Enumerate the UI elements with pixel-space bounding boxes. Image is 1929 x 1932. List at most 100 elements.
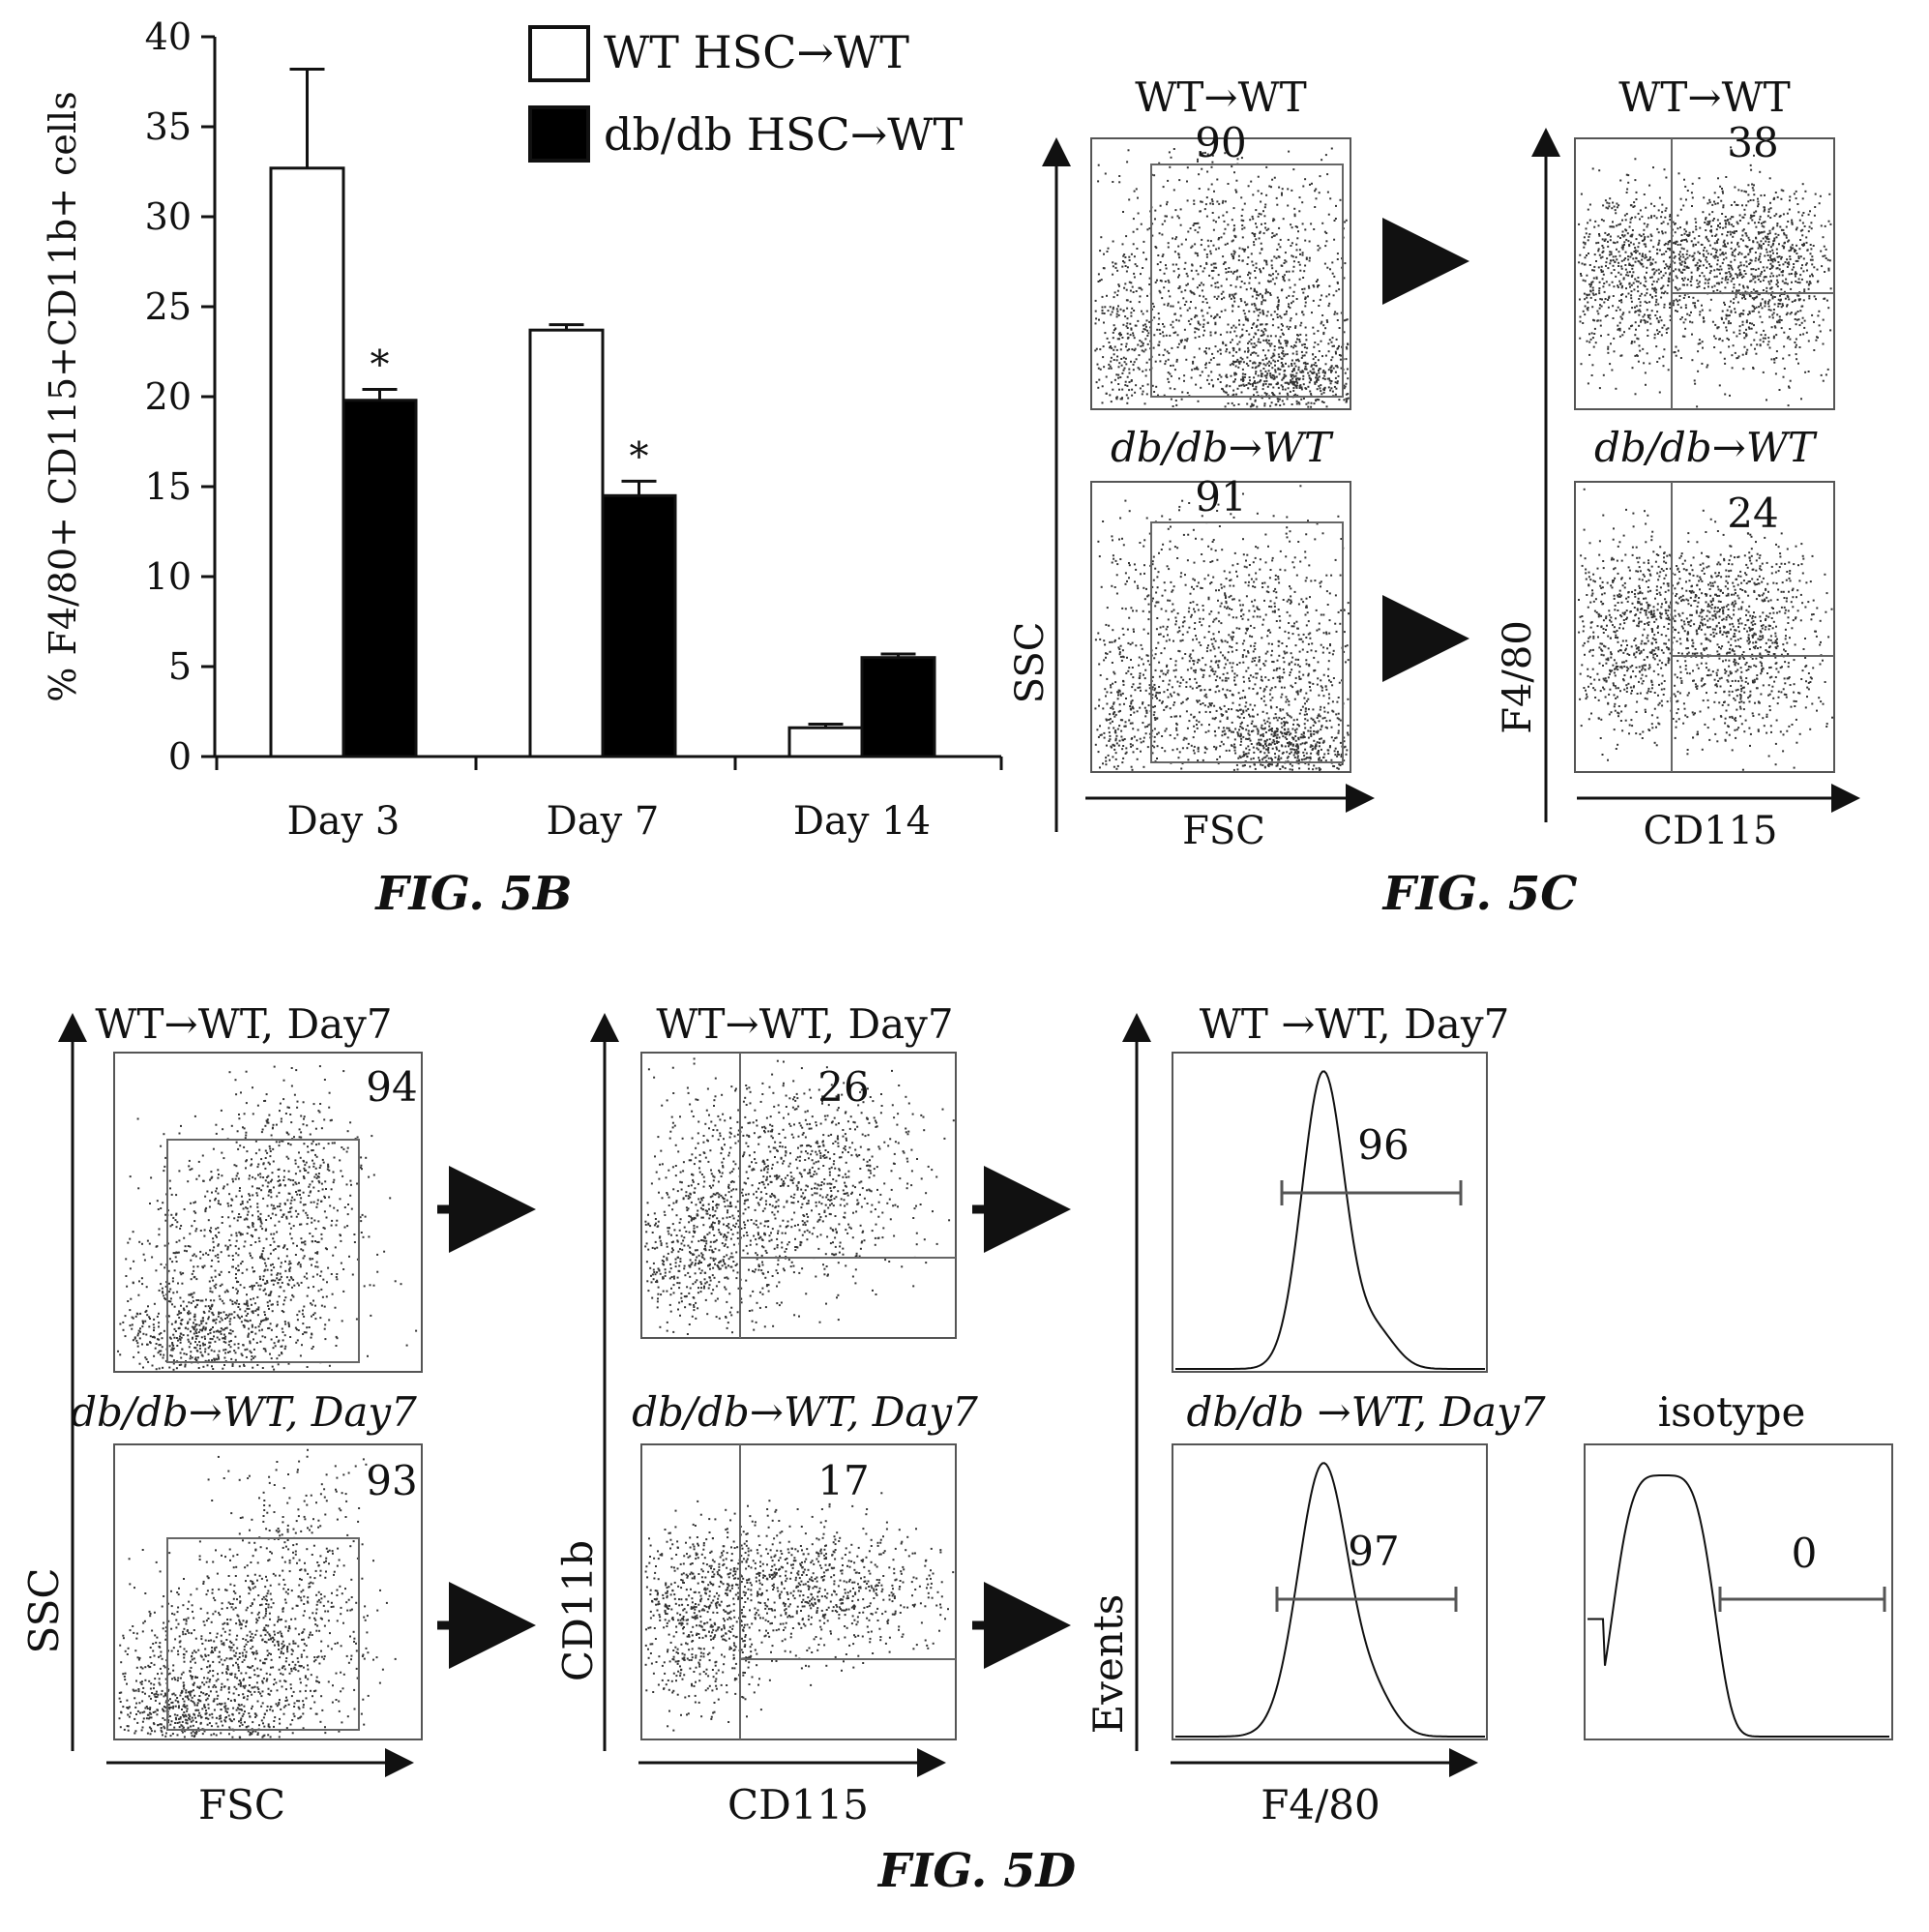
dot — [1314, 381, 1317, 384]
dot — [1665, 328, 1668, 331]
dot — [1276, 764, 1279, 767]
dot — [1639, 209, 1642, 212]
dot — [1630, 290, 1633, 293]
dot — [1686, 312, 1689, 315]
dot — [1333, 238, 1336, 241]
dot — [1158, 675, 1161, 678]
dot — [1110, 367, 1113, 370]
dot — [1616, 202, 1618, 205]
dot — [1125, 698, 1127, 699]
dot — [1308, 376, 1311, 379]
dot — [1798, 346, 1801, 348]
dot — [1345, 345, 1348, 348]
dot — [1789, 258, 1792, 260]
dot — [1105, 656, 1107, 659]
dot — [1312, 768, 1315, 771]
dot — [1225, 694, 1227, 697]
dot — [1143, 677, 1146, 680]
dot — [1294, 344, 1297, 347]
dot — [1278, 640, 1281, 643]
dot — [1795, 253, 1798, 254]
dot — [1631, 307, 1634, 310]
dot — [1102, 707, 1105, 710]
dot — [1655, 345, 1658, 348]
dot — [1178, 274, 1180, 277]
dot — [1124, 380, 1127, 383]
dot — [1336, 751, 1339, 753]
dot — [1593, 319, 1596, 322]
dot — [1113, 557, 1115, 560]
dot — [1269, 569, 1272, 571]
dot — [1269, 763, 1272, 766]
dot — [1251, 636, 1254, 639]
dot — [1597, 241, 1600, 244]
dot — [1210, 660, 1213, 663]
dot — [1139, 672, 1142, 675]
dot — [1243, 755, 1246, 758]
dot — [1314, 362, 1317, 364]
dot — [1613, 350, 1616, 353]
dot — [1317, 753, 1320, 756]
dot — [1291, 633, 1294, 636]
dot — [1818, 202, 1821, 205]
dot — [1320, 613, 1322, 616]
dot — [1113, 701, 1115, 704]
dot — [1817, 314, 1820, 317]
dot — [1327, 213, 1330, 216]
dot — [1148, 693, 1151, 696]
dot — [1254, 277, 1257, 280]
dot — [1232, 253, 1235, 255]
dot — [1173, 701, 1176, 704]
dot — [1249, 674, 1252, 677]
dot — [1292, 738, 1295, 741]
dot — [1737, 253, 1740, 255]
dot — [1601, 255, 1604, 258]
dot — [1295, 380, 1298, 383]
dot — [1201, 724, 1203, 727]
dot — [1303, 758, 1306, 760]
dot — [1677, 303, 1679, 306]
dot — [1239, 735, 1242, 738]
dot — [1272, 318, 1275, 321]
dot — [1622, 312, 1625, 314]
dot — [1125, 671, 1128, 674]
dot — [1223, 704, 1226, 707]
dot — [1186, 559, 1189, 562]
dot — [1304, 758, 1307, 760]
dot — [1111, 662, 1113, 664]
dot — [1208, 347, 1211, 350]
dot — [1290, 684, 1292, 687]
dot — [1220, 583, 1223, 586]
dot — [1156, 745, 1159, 748]
dot — [1199, 617, 1202, 620]
dot — [1237, 734, 1240, 737]
dot — [1186, 392, 1189, 395]
dot — [1676, 277, 1678, 280]
dot — [1610, 225, 1613, 228]
dot — [1194, 622, 1197, 624]
dot — [1131, 388, 1134, 391]
dot — [1289, 286, 1291, 289]
dot — [1766, 302, 1769, 305]
dot — [1795, 272, 1798, 275]
dot — [1828, 193, 1831, 195]
dot — [1254, 767, 1257, 770]
dot — [1192, 291, 1195, 294]
dot — [1228, 608, 1231, 610]
dot — [1204, 747, 1207, 750]
dot — [1297, 334, 1299, 337]
dot — [1652, 280, 1655, 282]
dot — [1255, 223, 1257, 225]
dot — [1307, 405, 1310, 408]
dot — [1260, 374, 1262, 377]
dot — [1287, 730, 1290, 733]
dot — [1325, 720, 1328, 723]
dot — [1685, 221, 1688, 223]
dot — [1324, 726, 1327, 728]
dot — [1136, 739, 1139, 742]
dot — [1629, 255, 1632, 258]
dot — [1226, 376, 1229, 378]
dot — [1808, 297, 1811, 300]
dot — [1327, 702, 1330, 705]
dot — [1669, 214, 1672, 216]
